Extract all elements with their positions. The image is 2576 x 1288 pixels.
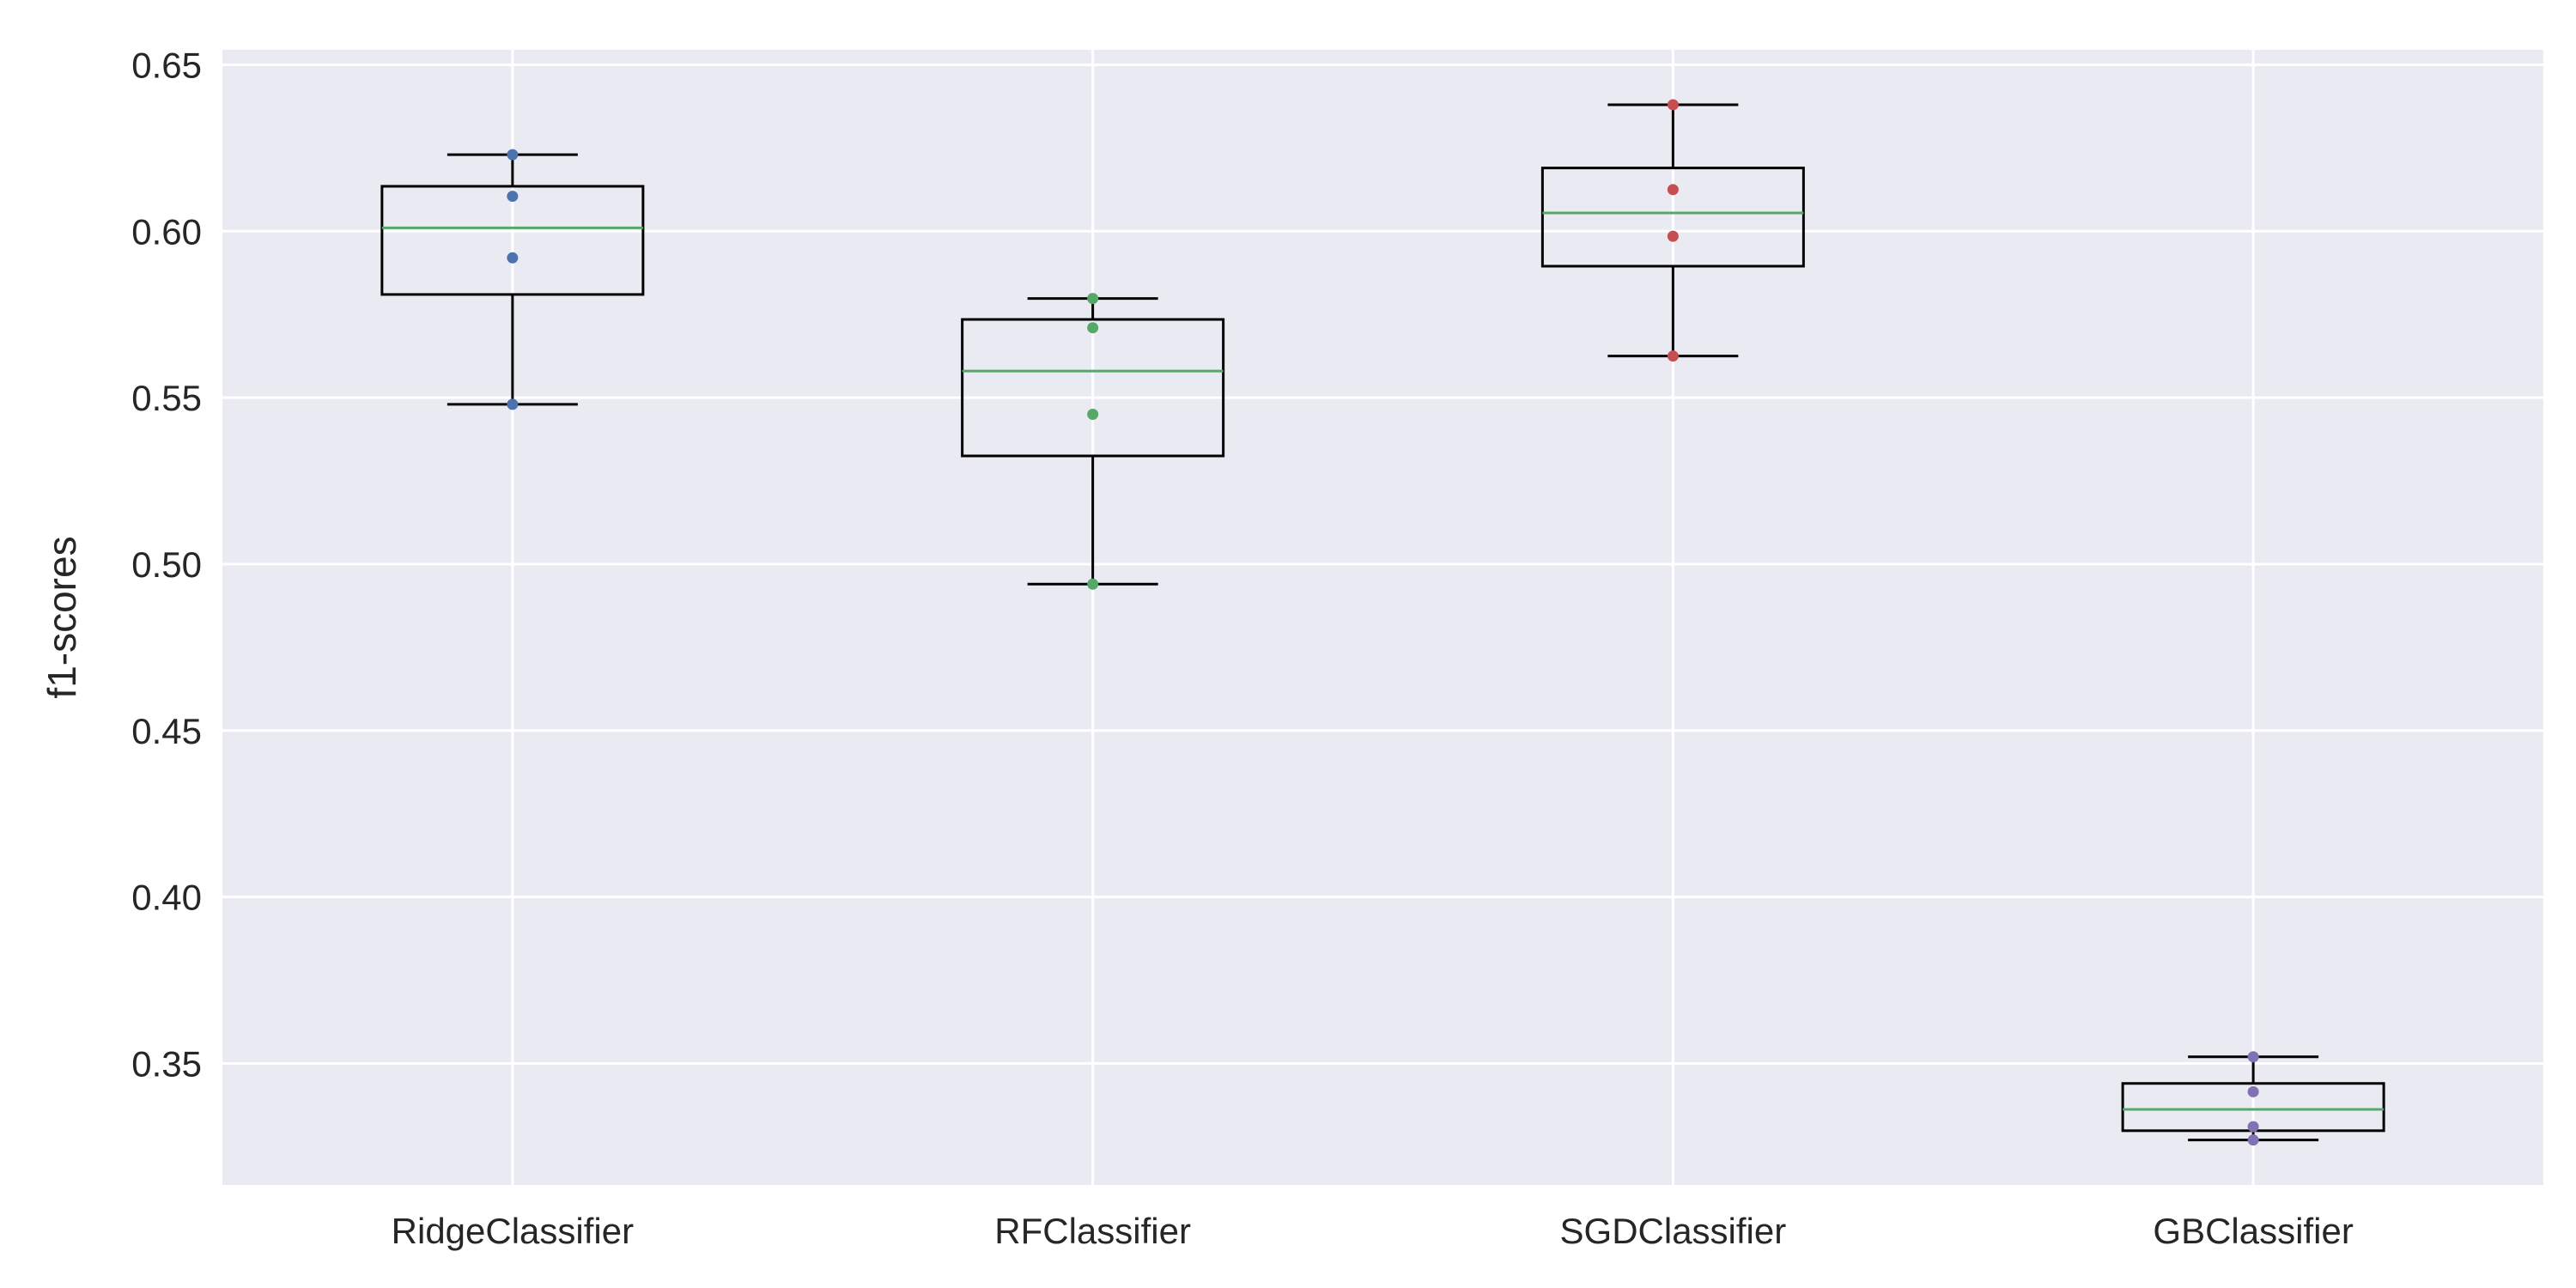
data-point xyxy=(2247,1085,2259,1097)
x-tick-label: RFClassifier xyxy=(994,1211,1191,1251)
data-point xyxy=(1667,184,1679,196)
data-point xyxy=(507,191,519,203)
x-tick-label: RidgeClassifier xyxy=(392,1211,634,1251)
y-tick-label: 0.45 xyxy=(131,711,202,751)
data-point xyxy=(1667,99,1679,111)
box-RFClassifier xyxy=(961,293,1225,590)
data-point xyxy=(2247,1121,2259,1133)
y-tick-label: 0.65 xyxy=(131,45,202,85)
y-tick-label: 0.35 xyxy=(131,1043,202,1084)
plot-area xyxy=(222,50,2543,1185)
data-point xyxy=(507,398,519,410)
data-point xyxy=(507,149,519,161)
data-point xyxy=(1667,350,1679,362)
data-point xyxy=(507,252,519,264)
data-point xyxy=(1087,409,1099,421)
y-tick-label: 0.50 xyxy=(131,544,202,585)
x-tick-label: GBClassifier xyxy=(2153,1211,2353,1251)
data-point xyxy=(1087,293,1099,305)
data-point xyxy=(1087,322,1099,334)
boxes xyxy=(380,99,2385,1146)
box-GBClassifier xyxy=(2121,1051,2385,1146)
x-tick-label: SGDClassifier xyxy=(1560,1211,1787,1251)
box-SGDClassifier xyxy=(1540,99,1805,362)
iqr-box xyxy=(380,185,645,296)
data-point xyxy=(2247,1134,2259,1146)
box-RidgeClassifier xyxy=(380,149,645,410)
data-point xyxy=(1087,578,1099,590)
iqr-box xyxy=(1540,167,1805,268)
iqr-box xyxy=(961,318,1225,458)
y-axis-label: f1-scores xyxy=(39,536,84,698)
y-tick-label: 0.40 xyxy=(131,878,202,918)
data-point xyxy=(2247,1051,2259,1063)
y-tick-label: 0.60 xyxy=(131,211,202,252)
data-point xyxy=(1667,230,1679,242)
x-tick-labels: RidgeClassifier RFClassifier SGDClassifier… xyxy=(392,1211,2354,1251)
grid-lines xyxy=(222,50,2543,1185)
y-tick-label: 0.55 xyxy=(131,378,202,418)
y-tick-labels: 0.35 0.40 0.45 0.50 0.55 0.60 0.65 xyxy=(131,45,202,1084)
